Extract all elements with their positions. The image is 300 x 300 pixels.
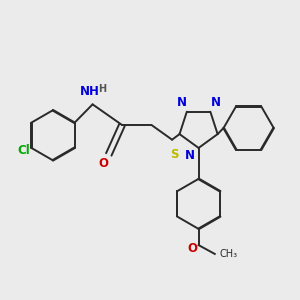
Text: N: N	[185, 149, 195, 162]
Text: N: N	[211, 96, 221, 110]
Text: S: S	[170, 148, 178, 161]
Text: N: N	[176, 96, 187, 110]
Text: CH₃: CH₃	[219, 249, 237, 259]
Text: O: O	[98, 158, 109, 170]
Text: H: H	[98, 84, 106, 94]
Text: NH: NH	[80, 85, 100, 98]
Text: Cl: Cl	[17, 144, 30, 157]
Text: O: O	[187, 242, 197, 254]
